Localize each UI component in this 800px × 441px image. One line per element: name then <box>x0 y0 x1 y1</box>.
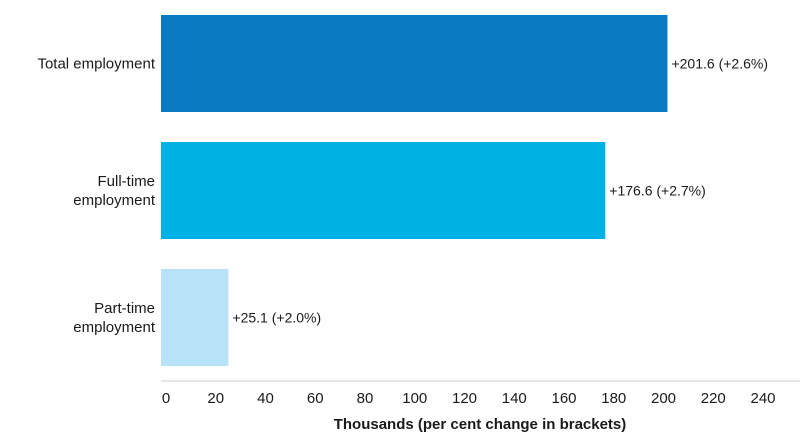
category-label-line: employment <box>73 192 156 209</box>
x-axis-ticks-group: 0 20 40 60 80 100 120 140 160 180 200 220 240 <box>162 390 776 407</box>
x-tick-label: 200 <box>651 390 676 407</box>
x-tick-label: 140 <box>502 390 527 407</box>
x-axis-title: Thousands (per cent change in brackets) <box>334 416 627 433</box>
value-labels-group: +201.6 (+2.6%) +176.6 (+2.7%) +25.1 (+2.0%… <box>232 56 768 326</box>
x-tick-label: 160 <box>551 390 576 407</box>
category-label-line: Full-time <box>97 173 155 190</box>
category-label-line: Part-time <box>94 300 155 317</box>
value-label-1: +176.6 (+2.7%) <box>609 183 706 199</box>
x-tick-label: 60 <box>307 390 324 407</box>
category-label-1: Full-time employment <box>73 173 156 209</box>
x-tick-label: 180 <box>601 390 626 407</box>
bar-0 <box>161 15 668 112</box>
x-tick-label: 120 <box>452 390 477 407</box>
category-label-line: employment <box>73 319 156 336</box>
category-label-0: Total employment <box>37 56 155 73</box>
x-tick-label: 220 <box>701 390 726 407</box>
value-label-2: +25.1 (+2.0%) <box>232 310 321 326</box>
category-label-2: Part-time employment <box>73 300 156 336</box>
value-label-0: +201.6 (+2.6%) <box>671 56 768 72</box>
x-tick-label: 0 <box>162 390 170 407</box>
category-label-line: Total employment <box>37 56 155 73</box>
bar-1 <box>161 142 606 239</box>
x-tick-label: 100 <box>402 390 427 407</box>
x-tick-label: 20 <box>207 390 224 407</box>
bar-2 <box>161 269 229 366</box>
x-tick-label: 80 <box>357 390 374 407</box>
x-tick-label: 240 <box>750 390 775 407</box>
bars-group <box>161 15 668 366</box>
x-tick-label: 40 <box>257 390 274 407</box>
